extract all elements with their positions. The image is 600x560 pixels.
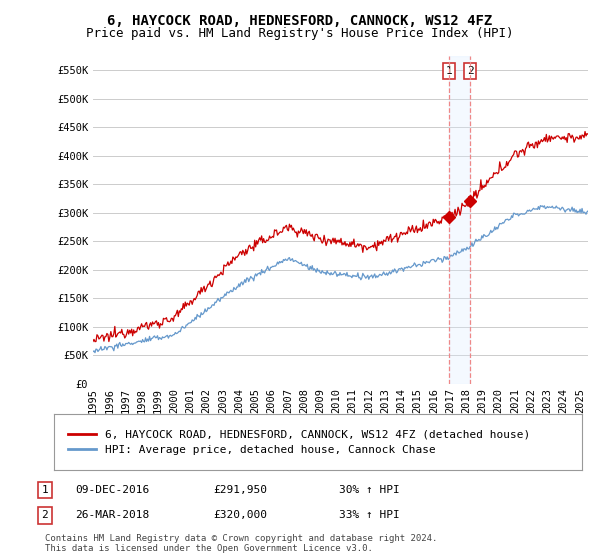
Text: 2: 2 bbox=[41, 510, 49, 520]
Bar bbox=[449, 56, 470, 384]
Text: Price paid vs. HM Land Registry's House Price Index (HPI): Price paid vs. HM Land Registry's House … bbox=[86, 27, 514, 40]
Text: 1: 1 bbox=[41, 485, 49, 495]
Text: 09-DEC-2016: 09-DEC-2016 bbox=[75, 485, 149, 495]
Text: 33% ↑ HPI: 33% ↑ HPI bbox=[339, 510, 400, 520]
Text: Contains HM Land Registry data © Crown copyright and database right 2024.
This d: Contains HM Land Registry data © Crown c… bbox=[45, 534, 437, 553]
Text: 1: 1 bbox=[446, 66, 452, 76]
Text: £320,000: £320,000 bbox=[213, 510, 267, 520]
Text: 6, HAYCOCK ROAD, HEDNESFORD, CANNOCK, WS12 4FZ: 6, HAYCOCK ROAD, HEDNESFORD, CANNOCK, WS… bbox=[107, 14, 493, 28]
Text: 2: 2 bbox=[467, 66, 473, 76]
Legend: 6, HAYCOCK ROAD, HEDNESFORD, CANNOCK, WS12 4FZ (detached house), HPI: Average pr: 6, HAYCOCK ROAD, HEDNESFORD, CANNOCK, WS… bbox=[65, 426, 533, 459]
Text: 30% ↑ HPI: 30% ↑ HPI bbox=[339, 485, 400, 495]
Text: 26-MAR-2018: 26-MAR-2018 bbox=[75, 510, 149, 520]
Text: £291,950: £291,950 bbox=[213, 485, 267, 495]
